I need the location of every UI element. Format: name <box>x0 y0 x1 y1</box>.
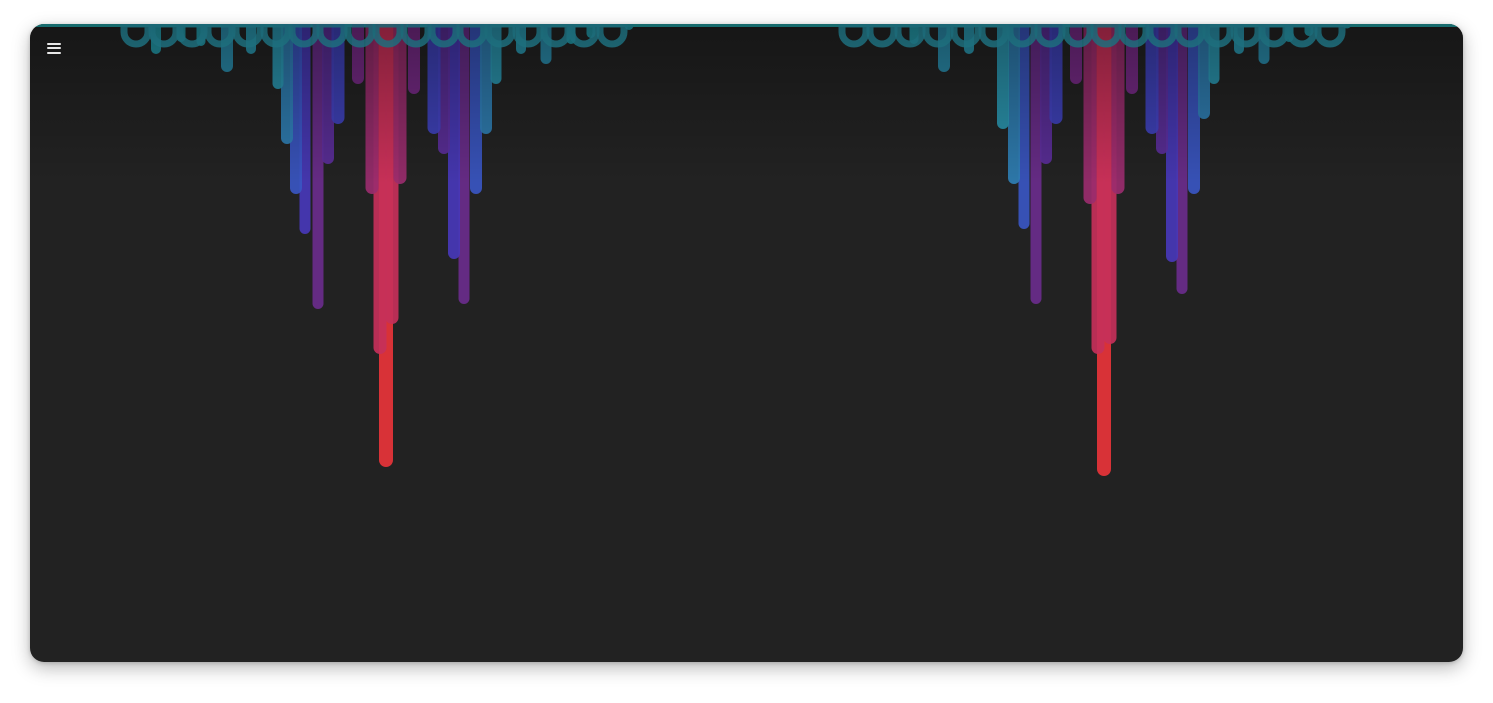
audio-visualizer <box>30 24 1463 662</box>
depth-shade <box>30 24 1463 662</box>
hamburger-menu-icon <box>47 43 61 54</box>
app-window <box>30 24 1463 662</box>
menu-button[interactable] <box>42 38 66 58</box>
